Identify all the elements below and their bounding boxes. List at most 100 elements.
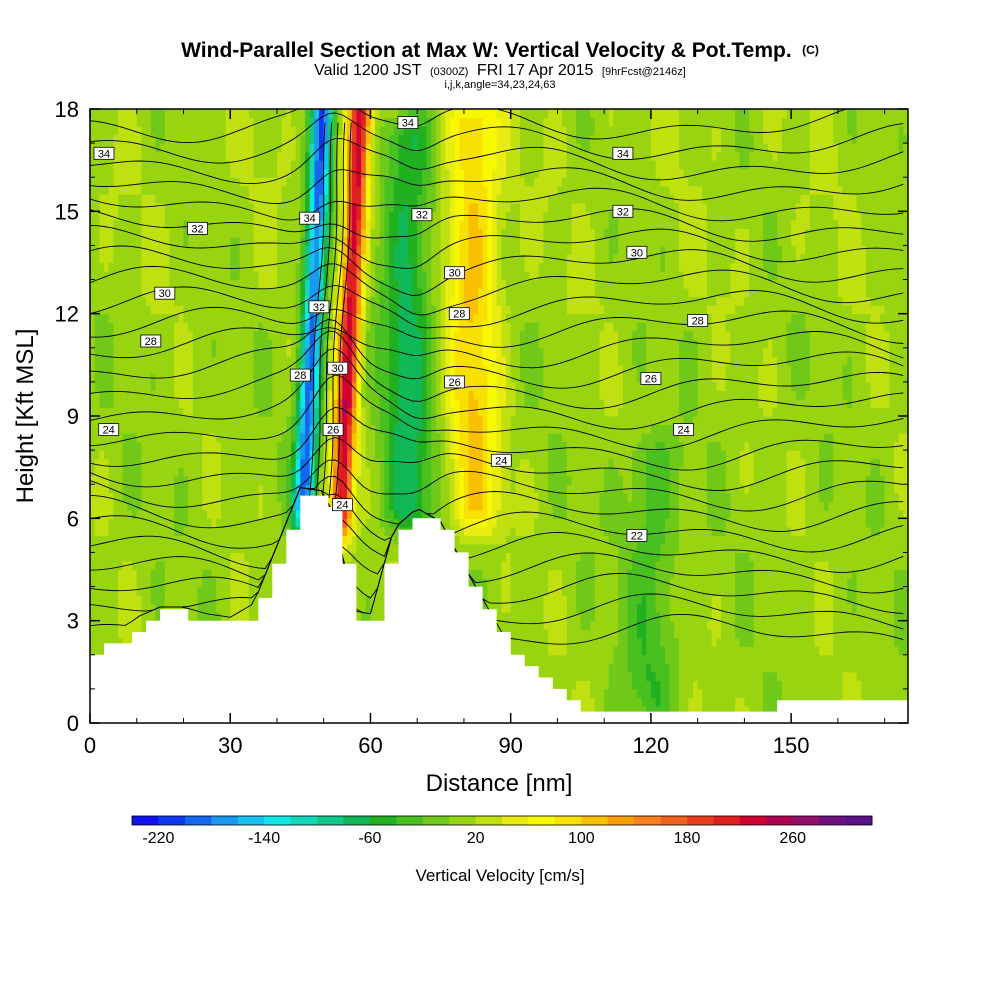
field-cell	[132, 458, 138, 468]
field-cell	[337, 356, 343, 366]
field-cell	[225, 330, 231, 340]
field-cell	[361, 245, 367, 255]
field-cell	[286, 398, 292, 408]
field-cell	[197, 160, 203, 170]
field-cell	[127, 467, 133, 477]
field-cell	[351, 526, 358, 536]
field-cell	[216, 612, 222, 622]
field-cell	[393, 185, 400, 195]
field-cell	[398, 458, 404, 468]
field-cell	[361, 151, 367, 161]
field-cell	[178, 603, 185, 613]
field-cell	[277, 202, 283, 212]
field-cell	[356, 552, 362, 562]
field-cell	[365, 262, 372, 272]
field-cell	[248, 407, 255, 417]
field-cell	[365, 279, 372, 289]
field-cell	[188, 296, 194, 306]
field-cell	[118, 364, 124, 374]
field-cell	[188, 467, 194, 477]
field-cell	[108, 458, 114, 468]
field-cell	[192, 177, 199, 187]
field-cell	[150, 552, 157, 562]
field-cell	[258, 109, 264, 119]
field-cell	[164, 407, 171, 417]
field-cell	[220, 441, 227, 451]
field-cell	[253, 288, 259, 298]
field-cell	[160, 561, 166, 571]
field-cell	[127, 620, 133, 630]
field-cell	[155, 219, 161, 229]
field-cell	[136, 543, 142, 553]
field-cell	[239, 467, 245, 477]
field-cell	[118, 492, 124, 502]
field-cell	[328, 177, 334, 187]
field-cell	[291, 492, 297, 502]
field-cell	[220, 245, 227, 255]
field-cell	[104, 509, 110, 519]
field-cell	[309, 168, 315, 178]
field-cell	[178, 586, 185, 596]
field-cell	[118, 313, 124, 323]
field-cell	[188, 313, 194, 323]
field-cell	[248, 313, 255, 323]
field-cell	[403, 168, 409, 178]
field-cell	[164, 236, 171, 246]
field-cell	[220, 484, 227, 494]
field-cell	[183, 117, 189, 127]
field-cell	[356, 262, 362, 272]
field-cell	[393, 390, 400, 400]
field-cell	[155, 296, 161, 306]
field-cell	[384, 450, 390, 460]
field-cell	[342, 322, 348, 332]
field-cell	[146, 586, 152, 596]
field-cell	[113, 143, 119, 153]
field-cell	[197, 296, 203, 306]
field-cell	[122, 424, 128, 434]
field-cell	[309, 373, 315, 383]
field-cell	[356, 501, 362, 511]
field-cell	[281, 535, 287, 545]
field-cell	[216, 526, 222, 536]
field-cell	[375, 518, 381, 528]
field-cell	[99, 245, 105, 255]
field-cell	[370, 612, 376, 622]
field-cell	[178, 202, 185, 212]
field-cell	[122, 356, 128, 366]
field-cell	[393, 109, 400, 119]
field-cell	[132, 356, 138, 366]
field-cell	[277, 450, 283, 460]
field-cell	[398, 236, 404, 246]
field-cell	[183, 219, 189, 229]
field-cell	[272, 441, 278, 451]
field-cell	[248, 492, 255, 502]
field-cell	[118, 262, 124, 272]
field-cell	[90, 629, 96, 639]
field-cell	[384, 535, 390, 545]
field-cell	[319, 151, 325, 161]
field-cell	[202, 364, 208, 374]
field-cell	[248, 501, 255, 511]
field-cell	[104, 595, 110, 605]
field-cell	[225, 339, 231, 349]
field-cell	[99, 629, 105, 639]
field-cell	[104, 381, 110, 391]
field-cell	[150, 586, 157, 596]
field-cell	[220, 492, 227, 502]
field-cell	[197, 458, 203, 468]
field-cell	[365, 126, 372, 136]
field-cell	[169, 526, 175, 536]
field-cell	[384, 526, 390, 536]
field-cell	[272, 202, 278, 212]
field-cell	[347, 305, 353, 315]
field-cell	[244, 305, 250, 315]
field-cell	[174, 578, 180, 588]
field-cell	[379, 313, 386, 323]
field-cell	[127, 271, 133, 281]
field-cell	[361, 543, 367, 553]
field-cell	[323, 194, 329, 204]
field-cell	[361, 211, 367, 221]
field-cell	[192, 143, 199, 153]
field-cell	[113, 202, 119, 212]
field-cell	[136, 475, 142, 485]
